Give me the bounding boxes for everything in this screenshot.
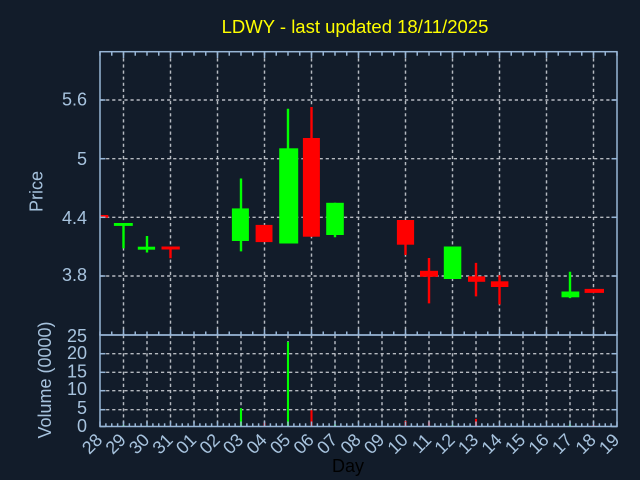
svg-text:15: 15 xyxy=(67,362,87,382)
svg-text:10: 10 xyxy=(67,379,87,399)
svg-text:Day: Day xyxy=(332,456,364,476)
svg-text:20: 20 xyxy=(67,343,87,363)
svg-text:3.8: 3.8 xyxy=(62,265,87,285)
svg-text:4.4: 4.4 xyxy=(62,208,87,228)
svg-text:5.6: 5.6 xyxy=(62,90,87,110)
svg-text:5: 5 xyxy=(77,398,87,418)
svg-text:LDWY - last updated 18/11/2025: LDWY - last updated 18/11/2025 xyxy=(222,16,489,37)
svg-text:Price: Price xyxy=(27,171,47,212)
svg-text:5: 5 xyxy=(77,149,87,169)
svg-text:0: 0 xyxy=(77,416,87,436)
svg-text:25: 25 xyxy=(67,326,87,346)
svg-text:Volume (0000): Volume (0000) xyxy=(35,321,55,438)
